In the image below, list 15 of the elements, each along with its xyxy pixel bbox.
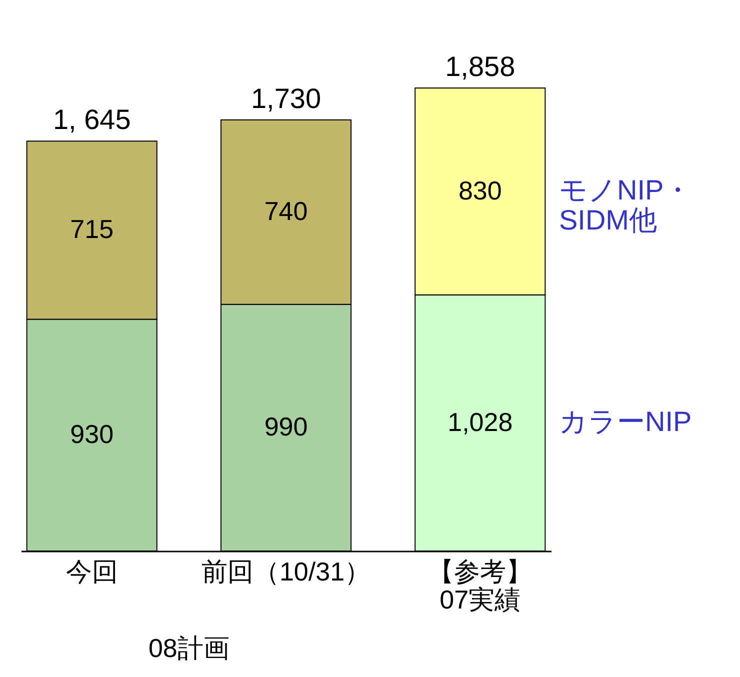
data-label: 740 [264,196,308,226]
total-label: 1, 645 [52,104,131,136]
data-label: 990 [264,412,308,442]
text: 08計画 [148,633,230,663]
data-label: 830 [458,175,502,206]
series-label: カラーNIP [559,406,692,437]
total-label: 1,858 [445,51,516,82]
x-tick-label: 【参考】 07実績 [428,556,532,614]
x-tick-label: 今回 [66,556,118,586]
x-tick-label: 前回（10/31） [201,556,371,586]
series-label: モノNIP・ SIDM他 [559,174,692,236]
data-label: 715 [70,214,114,244]
data-label: 930 [70,419,114,450]
total-label: 1,730 [250,82,322,114]
data-label: 1,028 [448,406,513,437]
